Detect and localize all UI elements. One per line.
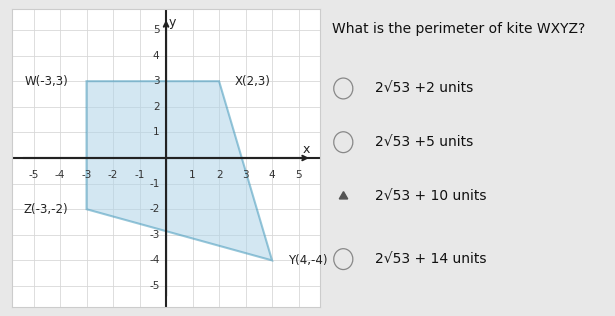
Text: 2√53 + 10 units: 2√53 + 10 units [375,189,486,203]
Text: -1: -1 [149,179,159,189]
Text: What is the perimeter of kite WXYZ?: What is the perimeter of kite WXYZ? [331,22,585,36]
Polygon shape [87,81,272,260]
Text: X(2,3): X(2,3) [235,75,271,88]
Text: -4: -4 [149,255,159,265]
Text: 4: 4 [153,51,159,61]
Text: 2√53 +2 units: 2√53 +2 units [375,82,474,95]
Text: 3: 3 [153,76,159,86]
Text: -3: -3 [81,169,92,179]
Text: 2: 2 [216,169,223,179]
Text: y: y [169,16,177,29]
Text: x: x [303,143,310,155]
Text: -3: -3 [149,230,159,240]
Text: -5: -5 [149,281,159,291]
Text: Z(-3,-2): Z(-3,-2) [23,203,68,216]
Text: 2: 2 [153,102,159,112]
Text: -2: -2 [149,204,159,214]
Text: 5: 5 [295,169,302,179]
Text: W(-3,3): W(-3,3) [24,75,68,88]
Text: 1: 1 [189,169,196,179]
Text: 1: 1 [153,127,159,137]
Text: 2√53 + 14 units: 2√53 + 14 units [375,252,486,266]
Text: 4: 4 [269,169,276,179]
Text: -5: -5 [28,169,39,179]
Text: 2√53 +5 units: 2√53 +5 units [375,135,474,149]
Text: -1: -1 [134,169,145,179]
Text: Y(4,-4): Y(4,-4) [288,254,328,267]
Text: -4: -4 [55,169,65,179]
Text: 5: 5 [153,25,159,35]
Text: 3: 3 [242,169,249,179]
Text: -2: -2 [108,169,118,179]
